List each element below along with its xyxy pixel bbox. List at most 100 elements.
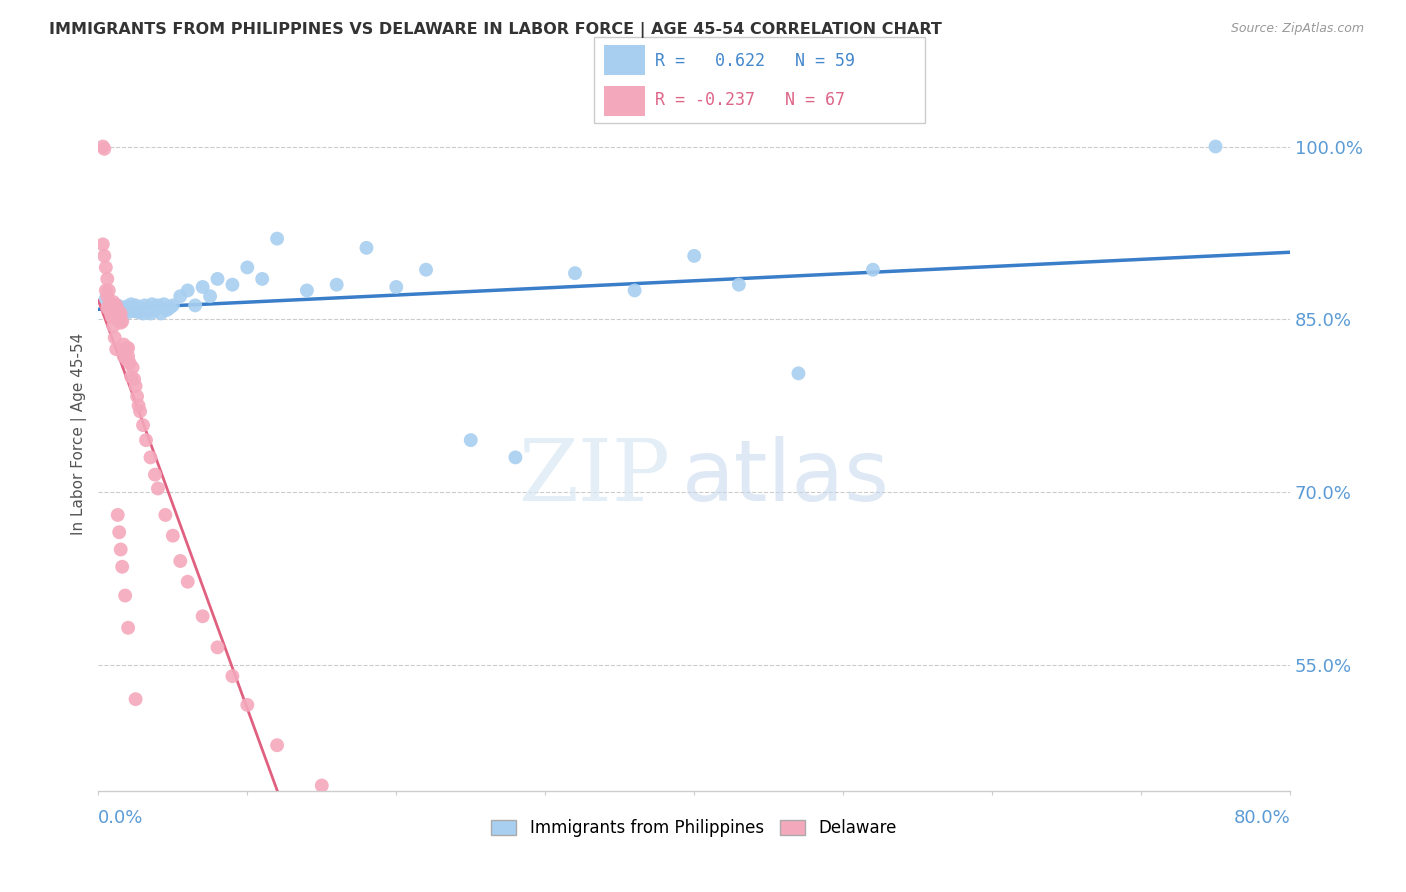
Point: [162, 529, 184, 543]
Text: Source: ZipAtlas.com: Source: ZipAtlas.com: [1230, 22, 1364, 36]
Point: [236, 260, 259, 275]
Point: [117, 349, 139, 363]
Point: [100, 308, 122, 322]
Point: [117, 305, 139, 319]
Point: [135, 433, 157, 447]
Point: [124, 298, 146, 312]
Point: [114, 589, 136, 603]
Point: [311, 779, 333, 793]
Text: ZIP: ZIP: [519, 435, 671, 519]
Point: [94, 260, 117, 275]
Point: [118, 303, 141, 318]
Point: [117, 621, 139, 635]
Point: [100, 310, 122, 324]
Point: [98, 305, 121, 319]
Point: [221, 669, 243, 683]
Point: [415, 262, 437, 277]
Point: [207, 640, 229, 655]
Point: [266, 738, 288, 752]
Point: [129, 404, 152, 418]
Point: [221, 277, 243, 292]
Point: [135, 303, 157, 318]
Point: [125, 389, 148, 403]
Point: [110, 542, 132, 557]
Point: [728, 277, 751, 292]
Point: [623, 284, 645, 298]
Point: [139, 306, 162, 320]
Point: [112, 304, 135, 318]
Text: R = -0.237   N = 67: R = -0.237 N = 67: [655, 91, 845, 109]
Point: [114, 301, 136, 316]
Point: [115, 352, 138, 367]
Point: [94, 284, 117, 298]
Point: [146, 482, 169, 496]
Point: [114, 344, 136, 359]
FancyBboxPatch shape: [605, 86, 644, 116]
Point: [93, 142, 115, 156]
Point: [184, 298, 207, 312]
Point: [122, 372, 145, 386]
FancyBboxPatch shape: [593, 37, 925, 123]
Point: [107, 298, 129, 312]
Point: [356, 241, 378, 255]
Point: [136, 304, 159, 318]
Point: [105, 303, 128, 318]
Point: [94, 292, 117, 306]
Point: [108, 309, 131, 323]
Point: [117, 341, 139, 355]
Point: [1205, 139, 1227, 153]
Point: [98, 296, 121, 310]
Point: [131, 303, 153, 318]
Point: [124, 692, 146, 706]
Text: 80.0%: 80.0%: [1233, 808, 1291, 827]
Point: [105, 342, 128, 356]
Point: [110, 306, 132, 320]
Point: [159, 301, 181, 315]
Point: [156, 303, 179, 318]
Point: [103, 295, 125, 310]
Point: [191, 280, 214, 294]
Point: [129, 301, 152, 315]
Point: [121, 360, 143, 375]
Point: [105, 298, 128, 312]
Point: [104, 331, 127, 345]
Point: [141, 297, 163, 311]
Point: [250, 272, 273, 286]
Point: [108, 525, 131, 540]
Point: [97, 284, 120, 298]
Point: [155, 508, 177, 522]
Y-axis label: In Labor Force | Age 45-54: In Labor Force | Age 45-54: [72, 334, 87, 535]
Point: [120, 297, 142, 311]
Point: [787, 367, 810, 381]
Point: [146, 298, 169, 312]
Point: [91, 237, 114, 252]
Point: [128, 305, 150, 319]
Point: [118, 356, 141, 370]
Legend: Immigrants from Philippines, Delaware: Immigrants from Philippines, Delaware: [485, 813, 904, 844]
Point: [121, 301, 143, 315]
Point: [112, 337, 135, 351]
Point: [295, 284, 318, 298]
Point: [460, 433, 482, 447]
Point: [177, 284, 200, 298]
Text: 0.0%: 0.0%: [98, 808, 143, 827]
Point: [149, 306, 172, 320]
Point: [139, 450, 162, 465]
Point: [153, 297, 176, 311]
Point: [134, 298, 156, 312]
Point: [143, 467, 166, 482]
Point: [143, 303, 166, 318]
Point: [115, 341, 138, 355]
Point: [111, 301, 134, 315]
Point: [96, 272, 118, 286]
Point: [107, 508, 129, 522]
Point: [91, 139, 114, 153]
Point: [104, 308, 127, 322]
Point: [103, 319, 125, 334]
Point: [198, 289, 221, 303]
Point: [132, 306, 155, 320]
FancyBboxPatch shape: [605, 45, 644, 75]
Point: [93, 249, 115, 263]
Point: [162, 298, 184, 312]
Point: [325, 277, 347, 292]
